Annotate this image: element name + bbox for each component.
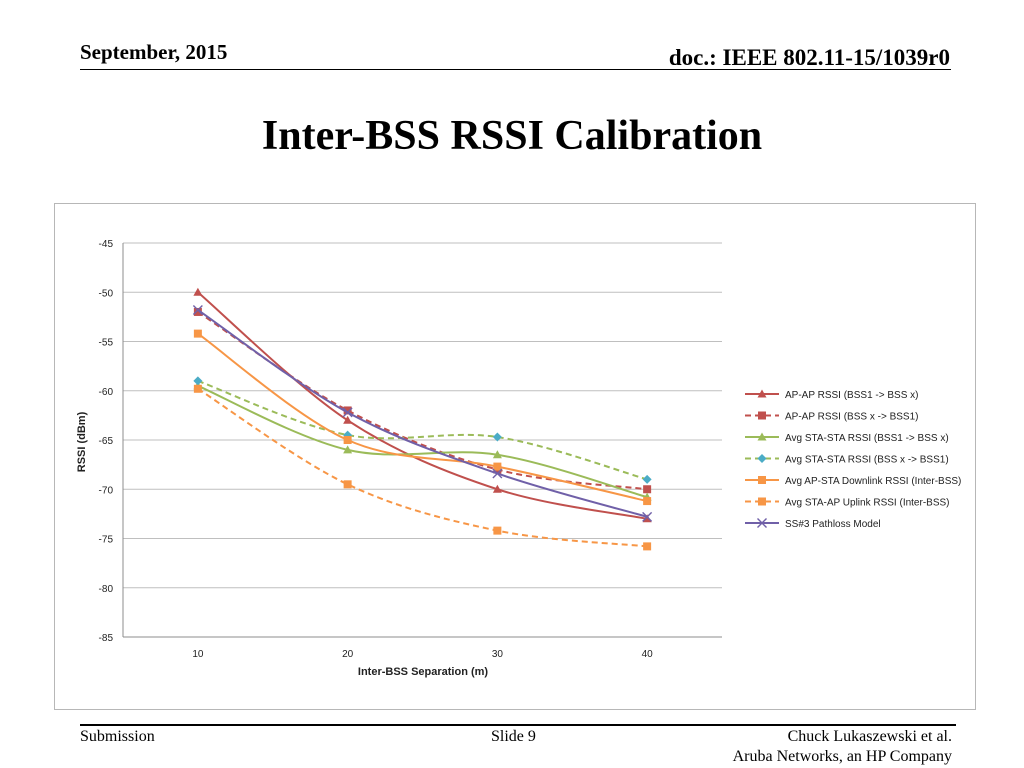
data-point	[193, 384, 202, 393]
legend-label: Avg STA-AP Uplink RSSI (Inter-BSS)	[785, 498, 950, 509]
data-point	[492, 484, 502, 493]
header-date: September, 2015	[80, 40, 228, 64]
marker-stroke	[192, 304, 203, 315]
series-7	[192, 304, 653, 522]
data-point	[492, 432, 502, 442]
legend-item: AP-AP RSSI (BSS1 -> BSS x)	[745, 389, 918, 401]
data-point	[343, 480, 352, 489]
footer-submission: Submission	[80, 728, 155, 745]
legend-marker	[758, 476, 766, 484]
series-6	[193, 384, 652, 551]
series-line	[197, 379, 648, 481]
legend-item: AP-AP RSSI (BSS x -> BSS1)	[745, 411, 918, 423]
x-axis-label: Inter-BSS Separation (m)	[358, 666, 489, 678]
series-3	[193, 381, 652, 501]
series-line	[197, 384, 648, 499]
y-tick-label: -70	[99, 485, 114, 496]
data-point	[193, 307, 202, 316]
chart-grid	[123, 242, 722, 638]
footer-author: Chuck Lukaszewski et al.	[787, 728, 952, 745]
data-point	[193, 287, 203, 296]
data-point	[193, 329, 202, 338]
data-point	[643, 485, 652, 494]
data-point	[642, 474, 652, 484]
data-point	[643, 542, 652, 551]
x-tick-label: 40	[642, 649, 654, 660]
x-tick-label: 20	[342, 649, 354, 660]
series-1	[193, 287, 652, 523]
legend-item: Avg STA-STA RSSI (BSS x -> BSS1)	[745, 454, 949, 466]
legend-label: AP-AP RSSI (BSS1 -> BSS x)	[785, 390, 918, 401]
y-tick-label: -85	[99, 633, 114, 644]
data-point	[342, 407, 353, 418]
series-2	[193, 307, 652, 494]
data-point	[642, 511, 653, 522]
legend-marker	[758, 411, 766, 420]
y-tick-label: -60	[99, 387, 114, 398]
legend-item: SS#3 Pathloss Model	[745, 518, 881, 530]
legend-label: Avg AP-STA Downlink RSSI (Inter-BSS)	[785, 476, 961, 487]
data-point	[343, 436, 352, 444]
series-line	[197, 309, 648, 518]
data-point	[343, 445, 353, 454]
header-rule	[80, 69, 951, 70]
marker-stroke	[342, 407, 353, 418]
chart-legend: AP-AP RSSI (BSS1 -> BSS x) AP-AP RSSI (BS…	[745, 389, 961, 530]
y-tick-label: -45	[99, 239, 114, 250]
data-point	[193, 376, 203, 386]
y-tick-label: -50	[99, 288, 114, 299]
legend-marker	[757, 389, 767, 398]
rssi-chart: -45 -50 -55 -60 -65 -70 -75 -80 -85 10 20 30 40 AP-A…	[76, 239, 961, 678]
marker-stroke	[642, 511, 653, 522]
marker-stroke	[757, 518, 767, 528]
marker-stroke	[492, 468, 503, 479]
chart-series	[192, 287, 653, 551]
legend-label: Avg STA-STA RSSI (BSS x -> BSS1)	[785, 455, 949, 466]
data-point	[343, 406, 352, 415]
y-axis-label: RSSI (dBm)	[76, 411, 88, 472]
legend-item: Avg STA-STA RSSI (BSS1 -> BSS x)	[745, 432, 949, 444]
data-point	[642, 514, 652, 523]
y-tick-label: -55	[99, 338, 114, 349]
footer-rule	[80, 724, 956, 726]
series-4	[193, 376, 652, 484]
data-point	[643, 497, 652, 506]
data-point	[343, 415, 353, 424]
series-line	[197, 332, 648, 503]
legend-label: AP-AP RSSI (BSS x -> BSS1)	[785, 412, 918, 423]
header-doc-id: doc.: IEEE 802.11-15/1039r0	[668, 45, 950, 70]
slide-title: Inter-BSS RSSI Calibration	[261, 113, 763, 159]
series-line	[197, 387, 648, 548]
y-tick-label: -65	[99, 436, 114, 447]
legend-item: Avg AP-STA Downlink RSSI (Inter-BSS)	[745, 476, 961, 487]
legend-marker	[758, 497, 766, 506]
y-tick-label: -75	[99, 535, 114, 546]
data-point	[343, 430, 353, 440]
y-tick-label: -80	[99, 584, 114, 595]
x-tick-label: 30	[492, 649, 504, 660]
data-point	[492, 468, 503, 479]
footer-company: Aruba Networks, an HP Company	[732, 748, 952, 765]
legend-label: SS#3 Pathloss Model	[785, 519, 881, 530]
chart-axes: -45 -50 -55 -60 -65 -70 -75 -80 -85 10 20 30 40	[99, 239, 722, 660]
data-point	[493, 462, 502, 471]
chart-frame: -45 -50 -55 -60 -65 -70 -75 -80 -85 10 20 30 40 AP-A…	[54, 203, 976, 710]
x-tick-label: 10	[192, 649, 204, 660]
legend-marker	[757, 454, 767, 463]
legend-marker	[757, 518, 767, 528]
data-point	[492, 450, 502, 459]
legend-label: Avg STA-STA RSSI (BSS1 -> BSS x)	[785, 433, 949, 444]
footer-slide-number: Slide 9	[491, 728, 536, 745]
series-line	[197, 311, 648, 491]
legend-marker	[757, 432, 767, 441]
series-5	[193, 329, 652, 506]
data-point	[493, 526, 502, 535]
data-point	[192, 304, 203, 315]
legend-item: Avg STA-AP Uplink RSSI (Inter-BSS)	[745, 497, 950, 509]
